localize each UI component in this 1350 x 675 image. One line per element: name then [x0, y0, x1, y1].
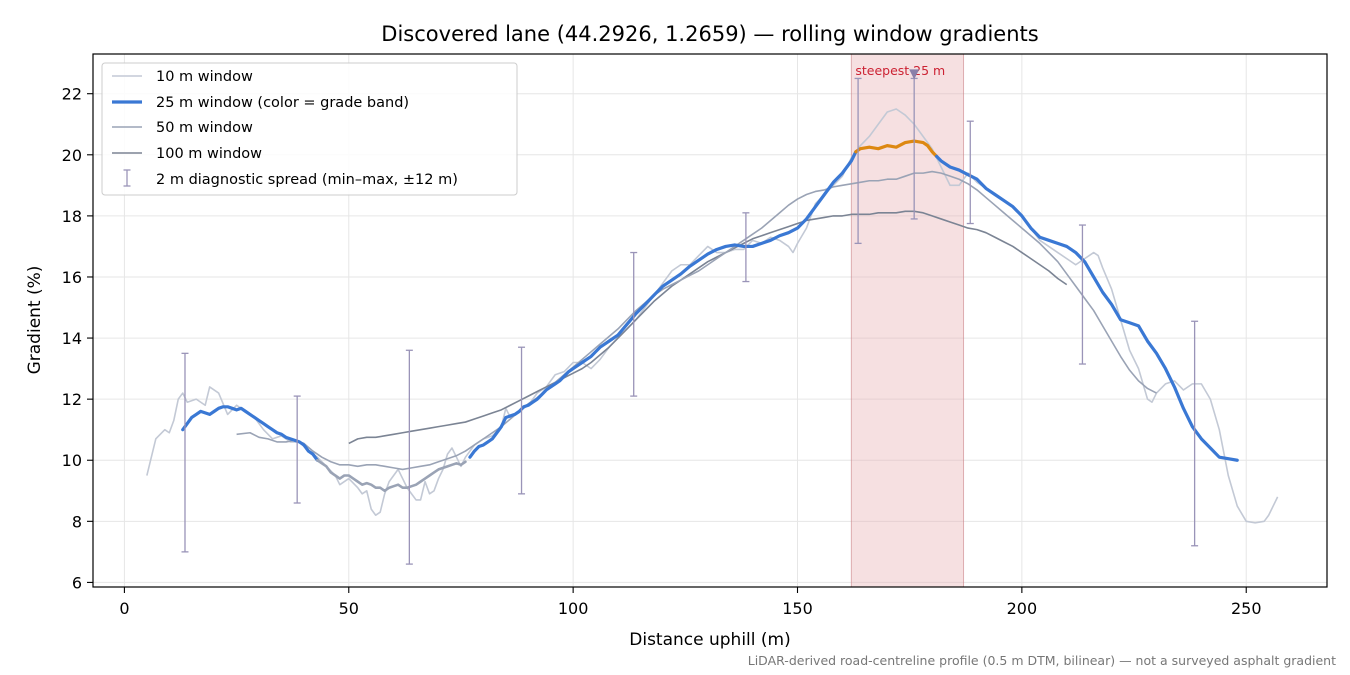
y-tick-label: 8	[72, 512, 82, 531]
x-tick-label: 200	[1007, 599, 1038, 618]
series-25m-segment	[316, 458, 467, 493]
error-bar	[181, 352, 189, 553]
series-100m-line	[348, 210, 1068, 445]
plot-border	[92, 53, 1328, 588]
error-bar	[854, 77, 862, 245]
y-axis-ticks: 6 8 10 12 14 16 18 20 22	[62, 85, 93, 592]
series-50m-line	[236, 170, 1157, 471]
y-tick-label: 18	[62, 207, 82, 226]
y-tick-label: 14	[62, 329, 82, 348]
steepest-highlight-band	[850, 53, 965, 588]
legend-label-25m: 25 m window (color = grade band)	[156, 95, 409, 111]
series-25m-segment	[935, 154, 1239, 462]
legend-swatch-errorbar-icon	[123, 169, 131, 187]
legend-box	[101, 62, 518, 196]
error-bar	[966, 120, 974, 225]
series-25m-segment	[854, 139, 939, 158]
series-25m-segment	[181, 405, 319, 462]
error-bar	[742, 212, 750, 283]
y-tick-label: 6	[72, 573, 82, 592]
error-bar	[630, 251, 638, 397]
series-25m-segment	[468, 150, 858, 459]
x-tick-label: 50	[339, 599, 359, 618]
series-lines	[146, 108, 1279, 524]
x-tick-label: 100	[558, 599, 589, 618]
legend-label-10m: 10 m window	[156, 69, 253, 85]
diagnostic-error-bars	[181, 77, 1199, 565]
y-tick-label: 16	[62, 268, 82, 287]
footnote: LiDAR-derived road-centreline profile (0…	[748, 653, 1336, 668]
y-axis-label: Gradient (%)	[25, 266, 45, 375]
steepest-label: steepest 25 m	[855, 63, 945, 78]
x-tick-label: 0	[119, 599, 129, 618]
legend-label-100m: 100 m window	[156, 146, 262, 162]
error-bar	[1191, 320, 1199, 547]
highlight-band	[850, 53, 965, 588]
error-bar	[293, 395, 301, 504]
legend: 10 m window 25 m window (color = grade b…	[101, 62, 518, 196]
x-tick-label: 150	[782, 599, 813, 618]
y-tick-label: 20	[62, 146, 82, 165]
series-10m-line	[146, 108, 1279, 524]
error-bar	[405, 349, 413, 565]
error-bar	[1078, 224, 1086, 365]
y-tick-label: 22	[62, 85, 82, 104]
legend-label-errorbar: 2 m diagnostic spread (min–max, ±12 m)	[156, 172, 458, 188]
x-axis-label: Distance uphill (m)	[629, 630, 790, 650]
steepest-marker-icon	[909, 69, 920, 80]
x-tick-label: 250	[1231, 599, 1262, 618]
legend-label-50m: 50 m window	[156, 120, 253, 136]
error-bar	[518, 346, 526, 495]
chart-title: Discovered lane (44.2926, 1.2659) — roll…	[381, 22, 1038, 46]
y-tick-label: 12	[62, 390, 82, 409]
x-axis-ticks: 0 50 100 150 200 250	[119, 587, 1262, 618]
y-tick-label: 10	[62, 451, 82, 470]
grid	[93, 54, 1327, 587]
steepest-annotation: steepest 25 m	[855, 63, 945, 80]
